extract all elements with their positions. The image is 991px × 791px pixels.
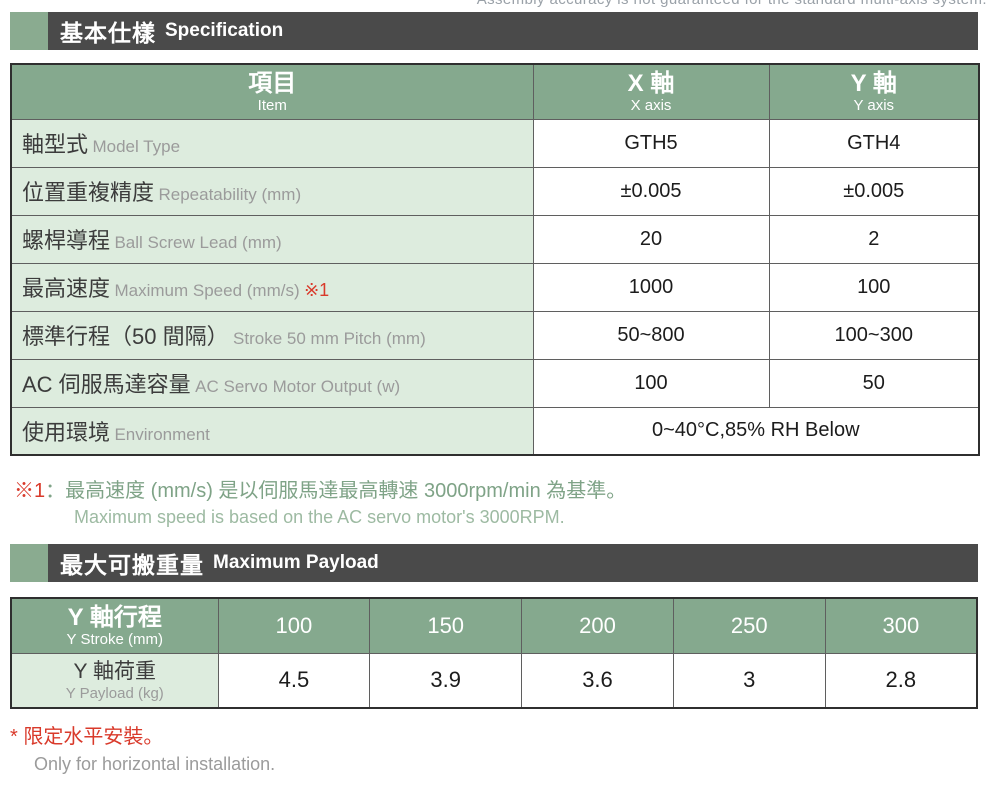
row-label: 標準行程（50 間隔） Stroke 50 mm Pitch (mm) bbox=[10, 310, 534, 360]
header-x-en: X axis bbox=[630, 96, 672, 114]
payload-value: 4.5 bbox=[217, 652, 371, 709]
footnote-ref-marker: ※1 bbox=[304, 280, 330, 300]
installation-note: * 限定水平安裝。 Only for horizontal installati… bbox=[10, 723, 275, 777]
x-value: 50~800 bbox=[532, 310, 770, 360]
stroke-value: 250 bbox=[672, 597, 826, 654]
payload-value: 3 bbox=[672, 652, 826, 709]
header-x-zh: X 軸 bbox=[627, 69, 675, 97]
clipped-top-note: Assembly accuracy is not guaranteed for … bbox=[477, 0, 987, 8]
x-value: ±0.005 bbox=[532, 166, 770, 216]
payload-table: Y 軸行程 Y Stroke (mm) 100 150 200 250 300 … bbox=[10, 597, 978, 709]
spec-row-repeatability: 位置重複精度 Repeatability (mm) ±0.005 ±0.005 bbox=[10, 166, 980, 216]
merged-environment-value: 0~40°C,85% RH Below bbox=[532, 406, 980, 456]
payload-section-title-bar: 最大可搬重量 Maximum Payload bbox=[10, 544, 978, 582]
y-payload-header: Y 軸荷重 Y Payload (kg) bbox=[10, 652, 219, 709]
header-item-zh: 項目 bbox=[248, 69, 297, 97]
y-value: 50 bbox=[768, 358, 980, 408]
row-label: AC 伺服馬達容量 AC Servo Motor Output (w) bbox=[10, 358, 534, 408]
spec-row-environment: 使用環境 Environment 0~40°C,85% RH Below bbox=[10, 406, 980, 456]
spec-footnote: ※1：最高速度 (mm/s) 是以伺服馬達最高轉速 3000rpm/min 為基… bbox=[14, 477, 626, 529]
spec-row-model-type: 軸型式 Model Type GTH5 GTH4 bbox=[10, 118, 980, 168]
stroke-value: 200 bbox=[521, 597, 674, 654]
header-x-axis: X 軸 X axis bbox=[532, 63, 770, 120]
payload-title-en: Maximum Payload bbox=[213, 552, 379, 573]
y-value: GTH4 bbox=[768, 118, 980, 168]
stroke-value: 300 bbox=[824, 597, 978, 654]
spec-title-bar: 基本仕樣 Specification bbox=[48, 12, 978, 50]
y-payload-label-en: Y Payload (kg) bbox=[65, 684, 164, 702]
x-value: GTH5 bbox=[532, 118, 770, 168]
specification-table: 項目 Item X 軸 X axis Y 軸 Y axis 軸型式 Model … bbox=[10, 63, 980, 456]
y-value: 100 bbox=[768, 262, 980, 312]
footnote-text-en: Maximum speed is based on the AC servo m… bbox=[74, 507, 565, 527]
installation-note-en: Only for horizontal installation. bbox=[34, 754, 276, 774]
x-value: 20 bbox=[532, 214, 770, 264]
x-value: 100 bbox=[532, 358, 770, 408]
payload-value: 2.8 bbox=[824, 652, 978, 709]
spec-row-ball-screw-lead: 螺桿導程 Ball Screw Lead (mm) 20 2 bbox=[10, 214, 980, 264]
spec-header-row: 項目 Item X 軸 X axis Y 軸 Y axis bbox=[10, 63, 980, 120]
y-stroke-label-zh: Y 軸行程 bbox=[67, 603, 162, 631]
payload-header-row: Y 軸行程 Y Stroke (mm) 100 150 200 250 300 bbox=[10, 597, 978, 654]
header-y-zh: Y 軸 bbox=[850, 69, 897, 97]
stroke-value: 150 bbox=[369, 597, 523, 654]
footnote-text-zh: ：最高速度 (mm/s) 是以伺服馬達最高轉速 3000rpm/min 為基準。 bbox=[45, 480, 627, 502]
spec-row-max-speed: 最高速度 Maximum Speed (mm/s) ※1 1000 100 bbox=[10, 262, 980, 312]
green-accent-square bbox=[10, 12, 48, 50]
row-label: 螺桿導程 Ball Screw Lead (mm) bbox=[10, 214, 534, 264]
payload-title-zh: 最大可搬重量 bbox=[60, 552, 204, 578]
row-label: 軸型式 Model Type bbox=[10, 118, 534, 168]
spec-row-stroke: 標準行程（50 間隔） Stroke 50 mm Pitch (mm) 50~8… bbox=[10, 310, 980, 360]
y-value: ±0.005 bbox=[768, 166, 980, 216]
y-stroke-label-en: Y Stroke (mm) bbox=[66, 630, 163, 648]
payload-data-row: Y 軸荷重 Y Payload (kg) 4.5 3.9 3.6 3 2.8 bbox=[10, 652, 978, 709]
header-item: 項目 Item bbox=[10, 63, 534, 120]
row-label: 位置重複精度 Repeatability (mm) bbox=[10, 166, 534, 216]
installation-note-marker: * bbox=[10, 726, 18, 748]
payload-value: 3.9 bbox=[369, 652, 523, 709]
spec-section-title-bar: 基本仕樣 Specification bbox=[10, 12, 978, 50]
x-value: 1000 bbox=[532, 262, 770, 312]
payload-value: 3.6 bbox=[521, 652, 674, 709]
spec-title-zh: 基本仕樣 bbox=[60, 20, 156, 46]
spec-title-en: Specification bbox=[165, 20, 284, 41]
y-value: 100~300 bbox=[768, 310, 980, 360]
green-accent-square bbox=[10, 544, 48, 582]
installation-note-zh: 限定水平安裝。 bbox=[23, 726, 164, 748]
payload-title-bar: 最大可搬重量 Maximum Payload bbox=[48, 544, 978, 582]
row-label: 最高速度 Maximum Speed (mm/s) ※1 bbox=[10, 262, 534, 312]
y-payload-label-zh: Y 軸荷重 bbox=[73, 659, 156, 683]
header-item-en: Item bbox=[257, 96, 287, 114]
footnote-marker: ※1 bbox=[14, 480, 46, 502]
header-y-axis: Y 軸 Y axis bbox=[768, 63, 980, 120]
spec-row-servo-output: AC 伺服馬達容量 AC Servo Motor Output (w) 100 … bbox=[10, 358, 980, 408]
y-value: 2 bbox=[768, 214, 980, 264]
header-y-en: Y axis bbox=[853, 96, 895, 114]
row-label: 使用環境 Environment bbox=[10, 406, 534, 456]
y-stroke-header: Y 軸行程 Y Stroke (mm) bbox=[10, 597, 219, 654]
stroke-value: 100 bbox=[217, 597, 371, 654]
